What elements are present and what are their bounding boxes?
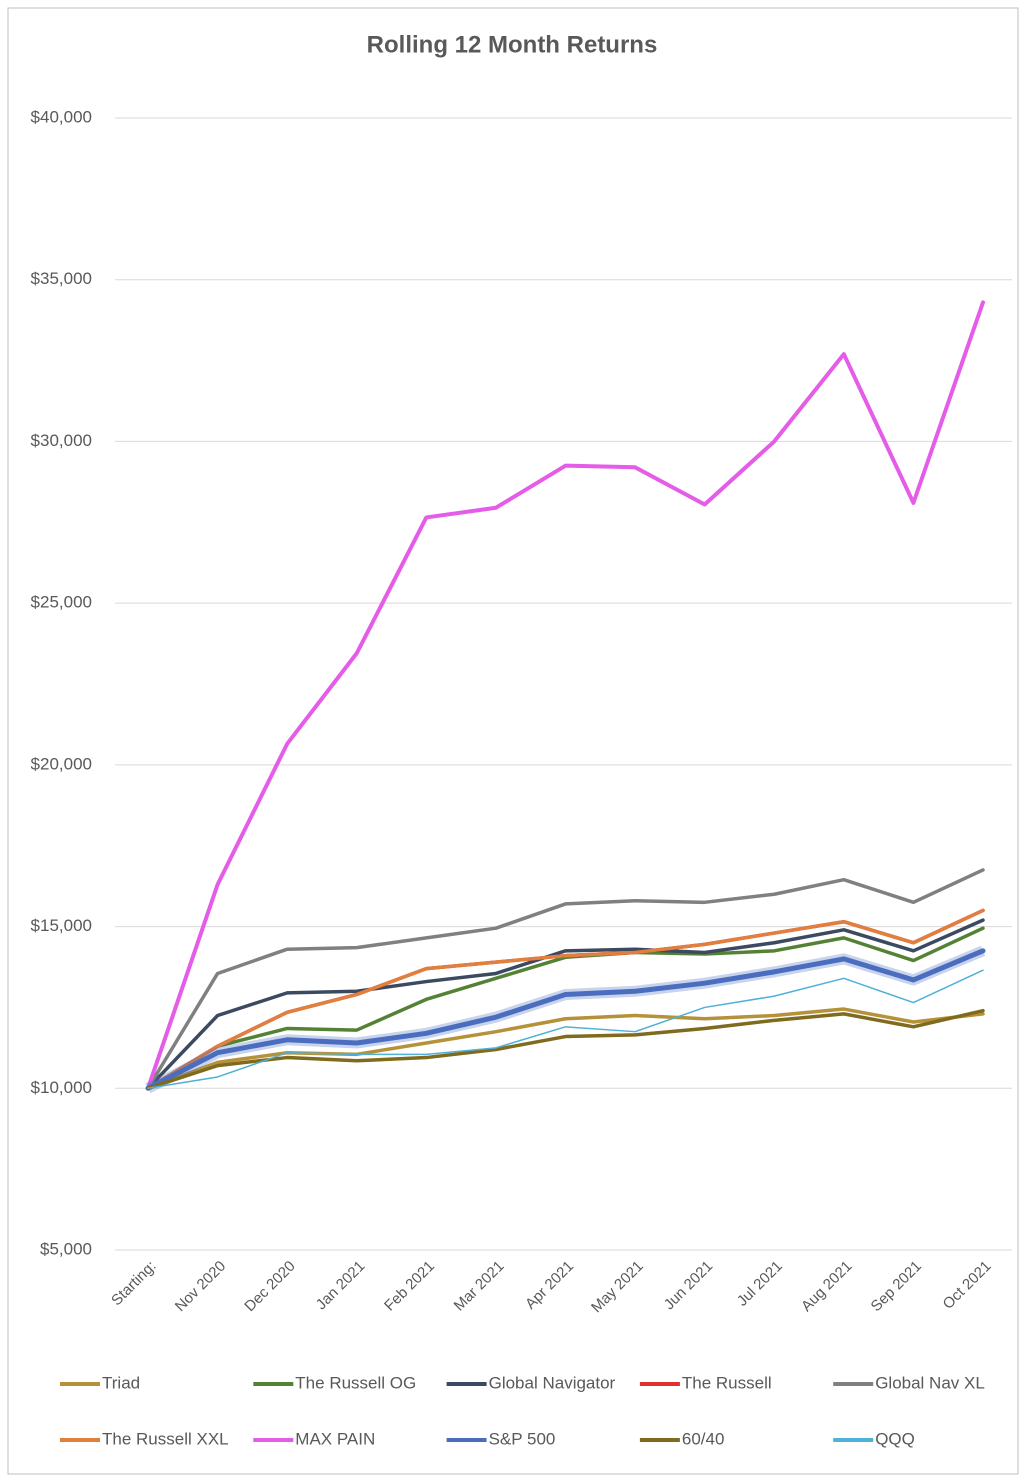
series-line [146, 1008, 985, 1091]
y-tick-label: $25,000 [31, 593, 92, 612]
y-tick-label: $40,000 [31, 107, 92, 126]
legend-label: Global Nav XL [875, 1373, 985, 1392]
legend-label: S&P 500 [489, 1429, 556, 1448]
legend-label: The Russell OG [295, 1373, 416, 1392]
legend-label: Global Navigator [489, 1373, 616, 1392]
legend-label: QQQ [875, 1429, 915, 1448]
y-tick-label: $20,000 [31, 754, 92, 773]
series-line [146, 300, 985, 1091]
series-line [146, 918, 985, 1091]
y-tick-label: $35,000 [31, 269, 92, 288]
legend-label: Triad [102, 1373, 140, 1392]
chart-frame [7, 7, 1019, 1475]
y-tick-label: $5,000 [40, 1239, 92, 1258]
legend-label: The Russell [682, 1373, 772, 1392]
y-tick-label: $30,000 [31, 431, 92, 450]
series-line [147, 969, 984, 1090]
series-line [145, 948, 986, 1091]
y-tick-label: $15,000 [31, 916, 92, 935]
legend-label: The Russell XXL [102, 1429, 229, 1448]
legend-label: 60/40 [682, 1429, 725, 1448]
chart-title: Rolling 12 Month Returns [367, 31, 658, 58]
legend-label: MAX PAIN [295, 1429, 375, 1448]
series-line [146, 908, 985, 1091]
series-line [146, 868, 985, 1091]
y-tick-label: $10,000 [31, 1078, 92, 1097]
